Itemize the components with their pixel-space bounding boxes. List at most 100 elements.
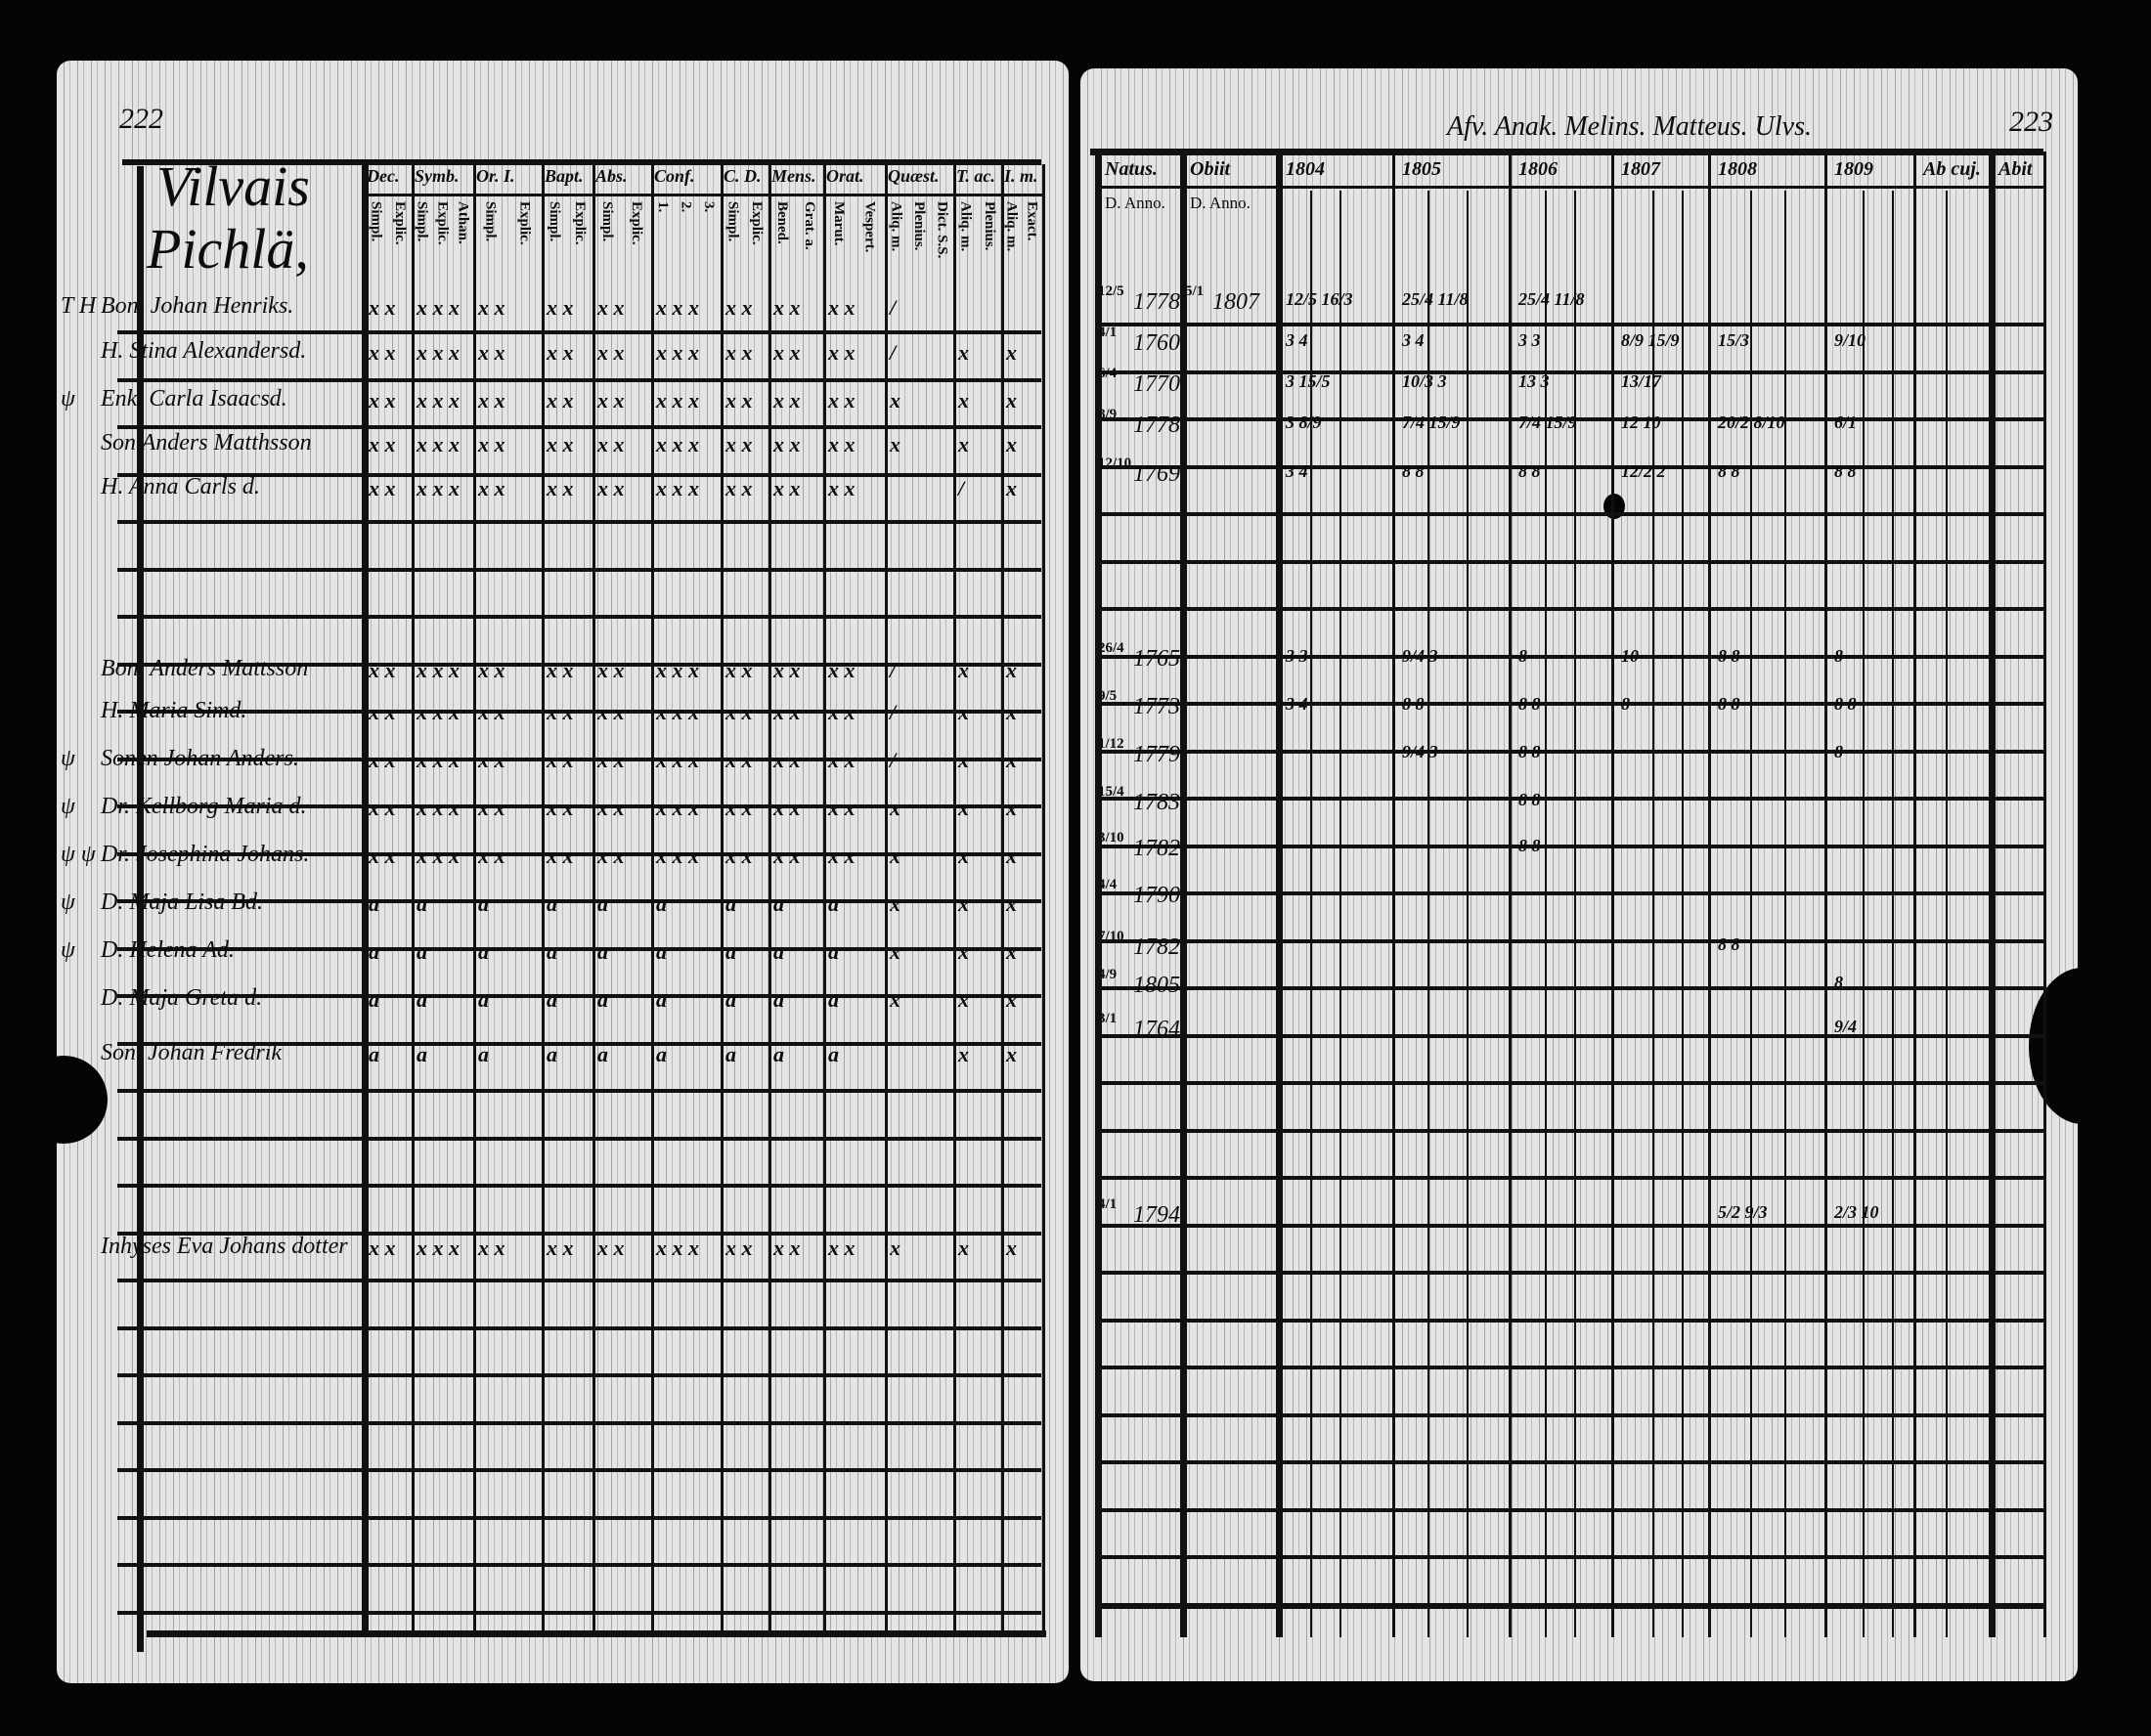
catechism-mark: x <box>958 987 969 1012</box>
catechism-mark: x <box>890 939 900 964</box>
column-subheader: 2. <box>678 201 694 213</box>
catechism-mark: x x <box>597 844 625 868</box>
year-exam-mark: 13/17 <box>1621 371 1662 391</box>
column-subheader: Plenius. <box>911 201 927 251</box>
catechism-mark: ɑ <box>547 1042 557 1066</box>
catechism-mark: x x <box>478 1236 505 1260</box>
catechism-mark: / <box>890 295 897 320</box>
left-row-line <box>117 1420 1041 1425</box>
right-row-line <box>1095 1412 2043 1417</box>
year-exam-mark: 8 8 <box>1834 461 1857 481</box>
natus-day: 6/4 <box>1098 366 1118 381</box>
year-exam-mark: 9/10 <box>1834 330 1866 350</box>
catechism-mark: ɑ <box>369 939 379 964</box>
catechism-mark: x x <box>828 476 856 500</box>
catechism-mark: ɑ <box>597 939 608 964</box>
catechism-mark: x x <box>828 1236 856 1260</box>
natus-day: 4/1 <box>1098 325 1118 340</box>
year-exam-mark: 10 <box>1621 646 1639 666</box>
ink-blot <box>20 1056 108 1144</box>
catechism-mark: x <box>1006 987 1017 1012</box>
catechism-mark: x x <box>597 295 625 320</box>
catechism-mark: x x <box>478 340 505 365</box>
catechism-mark: ɑ <box>725 987 736 1012</box>
column-header-0: Dec. <box>367 166 400 186</box>
natus-year: 1778 <box>1133 412 1180 438</box>
year-exam-mark: 8 8 <box>1402 694 1425 714</box>
left-column-divider <box>593 164 595 1630</box>
column-header-4: Abs. <box>595 166 628 186</box>
column-header-5: Conf. <box>654 166 695 186</box>
catechism-mark: x x <box>773 748 801 772</box>
entry-name: H. Stina Alexandersd. <box>101 338 307 364</box>
right-subcolumn-divider <box>1310 191 1312 1637</box>
left-column-divider <box>885 164 888 1630</box>
column-subheader: 1. <box>654 201 671 213</box>
row-margin-note: T H <box>61 293 97 319</box>
catechism-mark: x x <box>547 700 574 724</box>
catechism-mark: x x x <box>656 658 699 682</box>
catechism-mark: x <box>958 658 969 682</box>
column-subheader: Explic. <box>516 201 533 245</box>
catechism-mark: x x <box>597 796 625 820</box>
catechism-mark: x <box>958 748 969 772</box>
natus-year: 1794 <box>1133 1202 1180 1228</box>
column-header-4: 1806 <box>1518 158 1558 180</box>
catechism-mark: x <box>958 388 969 412</box>
catechism-mark: ɑ <box>597 1042 608 1066</box>
catechism-mark: x x <box>828 295 856 320</box>
catechism-mark: x <box>958 844 969 868</box>
catechism-mark: x x <box>547 388 574 412</box>
catechism-mark: / <box>958 476 965 500</box>
column-subheader: Explic. <box>572 201 588 245</box>
catechism-mark: ɑ <box>773 1042 784 1066</box>
catechism-mark: / <box>890 700 897 724</box>
catechism-mark: x x x <box>417 700 460 724</box>
catechism-mark: ɑ <box>656 891 667 916</box>
column-header-0: Natus. <box>1105 158 1158 180</box>
year-exam-mark: 12/2 2 <box>1621 461 1666 481</box>
catechism-mark: x <box>1006 700 1017 724</box>
column-header-9: Quæst. <box>888 166 940 186</box>
natus-day: 9/5 <box>1098 688 1118 704</box>
catechism-mark: x x <box>478 700 505 724</box>
catechism-mark: ɑ <box>478 987 489 1012</box>
catechism-mark: x x x <box>417 844 460 868</box>
year-exam-mark: 9/4 3 <box>1402 742 1438 761</box>
catechism-mark: x <box>958 796 969 820</box>
entry-name: Dr. Kellborg Maria d. <box>101 794 307 819</box>
right-subcolumn-divider <box>1574 191 1576 1637</box>
year-exam-mark: 8 <box>1518 646 1527 666</box>
catechism-mark: ɑ <box>417 891 427 916</box>
catechism-mark: x x <box>828 748 856 772</box>
row-margin-note: ψ <box>61 890 75 915</box>
catechism-mark: x x x <box>417 748 460 772</box>
catechism-mark: x x <box>547 340 574 365</box>
right-row-line <box>1095 1460 2043 1464</box>
right-row-line <box>1095 986 2043 990</box>
catechism-mark: x x <box>597 700 625 724</box>
column-header-2: Or. I. <box>476 166 515 186</box>
row-margin-note: ψ <box>61 746 75 771</box>
entry-name: D. Helena Ad. <box>101 937 235 963</box>
catechism-mark: x x <box>369 388 396 412</box>
catechism-mark: x <box>890 796 900 820</box>
catechism-mark: x x <box>828 658 856 682</box>
column-header-8: Orat. <box>826 166 864 186</box>
natus-day: 12/5 <box>1098 283 1124 299</box>
left-row-line <box>117 425 1041 429</box>
year-exam-mark: 8 <box>1834 973 1843 992</box>
catechism-mark: x x x <box>417 658 460 682</box>
catechism-mark: / <box>890 748 897 772</box>
catechism-mark: ɑ <box>725 1042 736 1066</box>
left-row-line <box>117 520 1041 524</box>
catechism-mark: ɑ <box>597 987 608 1012</box>
natus-year: 1782 <box>1133 836 1180 861</box>
natus-day: 3/10 <box>1098 830 1124 846</box>
catechism-mark: ɑ <box>725 891 736 916</box>
catechism-mark: x x <box>828 796 856 820</box>
year-exam-mark: 8/9 15/9 <box>1621 330 1680 350</box>
left-bottom-rule <box>147 1630 1046 1637</box>
year-exam-mark: 9/4 3 <box>1402 646 1438 666</box>
right-header-rule <box>1090 149 2043 155</box>
